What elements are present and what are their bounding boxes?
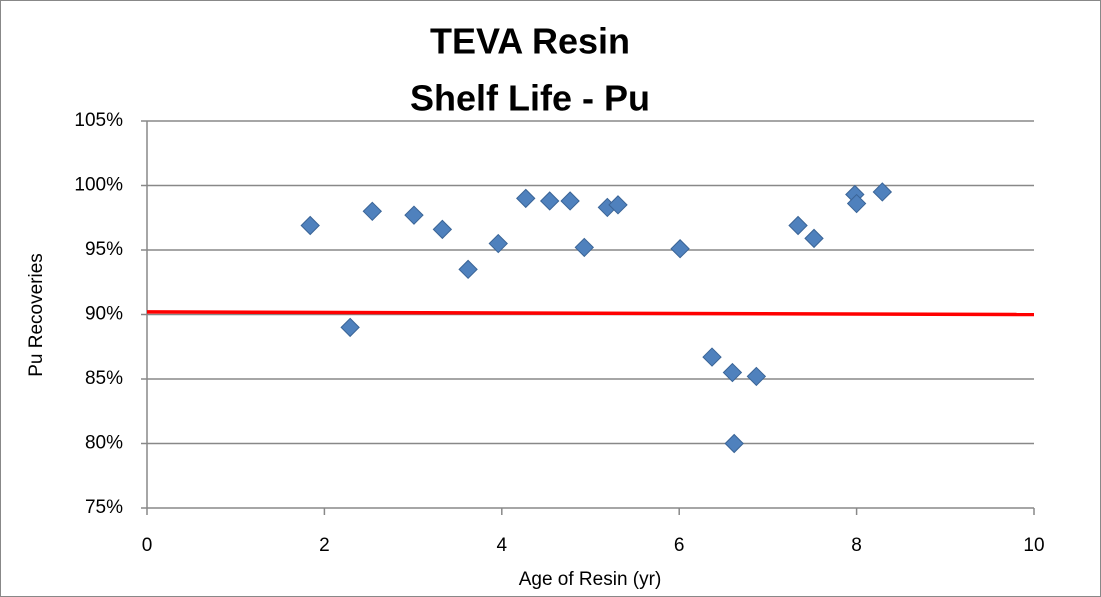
- x-tick-label: 6: [674, 535, 685, 556]
- data-point: [458, 259, 478, 280]
- data-point: [608, 195, 628, 215]
- x-tick-label: 4: [497, 535, 508, 556]
- reference-line: [146, 310, 1035, 317]
- data-point: [846, 193, 867, 214]
- data-point: [488, 233, 508, 254]
- data-point: [670, 239, 690, 259]
- data-point: [722, 362, 743, 383]
- y-axis-label: Pu Recoveries: [26, 253, 47, 377]
- chart-title: TEVA Resin: [430, 21, 630, 62]
- data-point: [362, 201, 383, 222]
- data-point: [804, 228, 824, 249]
- x-tick-label: 2: [319, 535, 330, 556]
- data-point: [404, 205, 424, 225]
- x-tick-label: 8: [851, 535, 862, 556]
- y-tick-label: 100%: [74, 175, 123, 196]
- x-tick-label: 0: [142, 535, 153, 556]
- data-point: [516, 188, 536, 209]
- data-point: [574, 237, 594, 258]
- x-axis-label: Age of Resin (yr): [519, 569, 662, 590]
- y-tick-label: 80%: [85, 433, 123, 454]
- y-tick-label: 85%: [85, 368, 123, 389]
- x-tick-label: 10: [1023, 535, 1044, 556]
- data-point: [746, 366, 767, 387]
- data-point: [300, 215, 320, 236]
- data-point: [432, 219, 453, 240]
- data-point: [724, 433, 744, 454]
- y-tick-label: 90%: [85, 304, 123, 325]
- data-point: [788, 215, 808, 236]
- data-point: [560, 191, 580, 211]
- y-tick-label: 95%: [85, 239, 123, 260]
- y-tick-label: 75%: [85, 497, 123, 518]
- data-point: [872, 182, 893, 202]
- data-point: [702, 347, 722, 367]
- data-point: [539, 191, 560, 211]
- data-point: [340, 317, 360, 338]
- chart-title: Shelf Life - Pu: [410, 78, 650, 119]
- y-tick-label: 105%: [74, 110, 123, 131]
